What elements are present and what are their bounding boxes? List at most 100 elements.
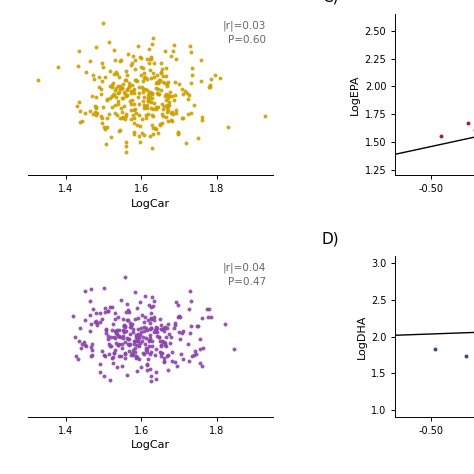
Point xyxy=(163,113,170,121)
Point xyxy=(128,89,135,97)
Point xyxy=(172,321,179,329)
Point xyxy=(159,338,167,346)
Point xyxy=(115,88,123,96)
Point xyxy=(125,306,132,313)
Point xyxy=(197,78,205,85)
Point xyxy=(173,362,181,369)
Point xyxy=(165,92,173,100)
Point xyxy=(138,83,146,91)
Point xyxy=(157,352,165,359)
Point xyxy=(111,310,119,317)
Point xyxy=(142,346,150,354)
Point xyxy=(89,340,96,348)
Point xyxy=(198,314,206,321)
Point xyxy=(203,305,211,313)
Point xyxy=(168,348,176,356)
Point xyxy=(156,316,164,323)
Point xyxy=(130,119,137,127)
Point xyxy=(102,352,109,360)
Point xyxy=(150,317,158,324)
Point xyxy=(101,304,109,312)
Point xyxy=(97,91,105,98)
Point xyxy=(156,348,164,356)
Point xyxy=(90,305,97,313)
Point xyxy=(130,85,138,93)
Point xyxy=(117,104,125,112)
Point xyxy=(119,94,127,102)
Point xyxy=(106,67,114,74)
Point xyxy=(98,347,105,355)
Point xyxy=(137,64,145,71)
Point xyxy=(143,55,151,63)
Point xyxy=(108,354,116,362)
Point xyxy=(124,50,132,58)
Point xyxy=(175,80,182,87)
Point xyxy=(117,115,124,122)
Point xyxy=(155,78,163,86)
Point xyxy=(140,324,148,331)
Point xyxy=(132,352,140,359)
Point xyxy=(119,315,127,322)
Point xyxy=(116,82,124,90)
Point xyxy=(92,43,100,51)
Point xyxy=(126,324,134,331)
Point xyxy=(146,55,154,63)
Point xyxy=(131,348,139,356)
Point xyxy=(147,377,155,385)
Point xyxy=(138,311,146,319)
Point xyxy=(125,335,132,343)
Point xyxy=(132,105,139,112)
Point xyxy=(104,332,111,339)
Point xyxy=(159,112,166,120)
Point xyxy=(131,337,138,345)
Point xyxy=(121,323,128,331)
Point xyxy=(99,316,106,323)
Point xyxy=(161,357,168,365)
Point xyxy=(122,76,130,84)
Point xyxy=(112,327,120,335)
Point xyxy=(471,126,474,134)
Point xyxy=(137,122,144,129)
Point xyxy=(111,328,118,335)
Point xyxy=(119,332,127,340)
Point xyxy=(146,334,154,342)
Point xyxy=(116,57,123,65)
Point xyxy=(93,93,100,100)
Point xyxy=(198,113,205,121)
Point xyxy=(158,65,166,73)
Point xyxy=(87,343,95,351)
Point xyxy=(100,351,108,359)
Point xyxy=(181,88,189,95)
Point xyxy=(146,66,154,74)
Point xyxy=(105,110,113,118)
Point xyxy=(98,119,106,127)
Point xyxy=(141,292,149,300)
Point xyxy=(158,119,166,127)
Point xyxy=(138,129,146,137)
Point xyxy=(187,322,195,330)
Point xyxy=(164,95,172,102)
Point xyxy=(123,334,130,342)
Point xyxy=(141,103,148,110)
Point xyxy=(105,38,112,46)
Point xyxy=(89,351,96,358)
Point xyxy=(154,71,161,78)
Point xyxy=(164,102,172,109)
Point xyxy=(118,108,126,115)
Point xyxy=(183,89,191,97)
Point xyxy=(71,333,79,340)
Point xyxy=(155,90,163,97)
Point xyxy=(162,47,169,55)
Point xyxy=(135,330,142,337)
Point xyxy=(151,351,158,358)
Point xyxy=(221,320,229,328)
Point xyxy=(147,324,155,331)
Point xyxy=(80,339,88,346)
Point xyxy=(153,328,161,335)
Point xyxy=(139,334,147,341)
Point xyxy=(105,335,112,343)
Point xyxy=(73,102,81,110)
Point xyxy=(133,109,140,117)
Point xyxy=(131,76,138,83)
Point xyxy=(167,109,175,117)
